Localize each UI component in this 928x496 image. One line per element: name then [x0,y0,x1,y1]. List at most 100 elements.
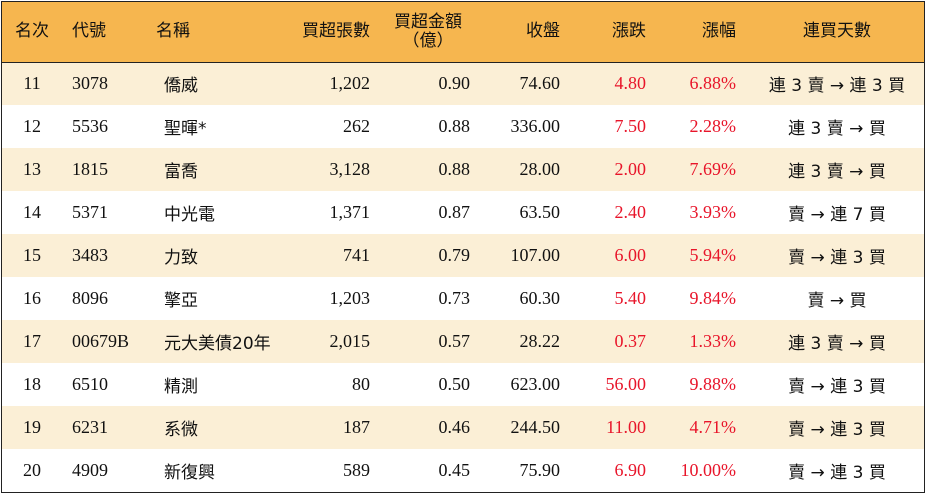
cell-name: 富喬 [164,162,198,182]
cell-amount: 0.46 [438,417,471,437]
cell-name: 擎亞 [164,291,198,311]
table-row: 18 6510 精測 80 0.50 623.00 56.00 9.88% 賣 → 連 3 買 [2,363,924,406]
cell-change: 6.00 [614,245,647,265]
header-amount: 買超金額 （億） [378,2,478,63]
cell-pct: 7.69% [689,159,737,179]
cell-amount: 0.90 [438,73,471,94]
cell-code: 3078 [72,73,108,94]
cell-close: 107.00 [510,245,561,265]
cell-code: 5371 [72,202,108,222]
cell-streak: 賣 → 連 3 買 [788,248,886,268]
table-row: 17 00679B 元大美債20年 2,015 0.57 28.22 0.37 1.33% 連 … [2,320,924,363]
cell-amount: 0.79 [438,245,471,265]
header-row: 名次 代號 名稱 買超張數 買超金額 （億） 收盤 漲跌 漲幅 連買天數 [2,2,924,63]
cell-streak: 賣 → 連 3 買 [788,463,886,483]
cell-code: 6510 [72,374,108,394]
cell-pct: 1.33% [689,331,737,351]
cell-pct: 2.28% [689,116,737,136]
cell-code: 5536 [72,116,108,136]
cell-amount: 0.50 [438,374,471,394]
cell-name: 精測 [164,377,198,397]
cell-lots: 589 [343,460,370,480]
cell-streak: 賣 → 連 7 買 [788,205,886,225]
cell-code: 3483 [72,245,108,265]
cell-rank: 19 [23,417,41,437]
cell-amount: 0.87 [438,202,471,222]
cell-streak: 連 3 賣 → 連 3 買 [768,76,906,97]
cell-close: 75.90 [519,460,561,480]
header-change: 漲跌 [568,2,658,63]
cell-rank: 15 [23,245,41,265]
header-name: 名稱 [144,2,270,63]
table-row: 15 3483 力致 741 0.79 107.00 6.00 5.94% 賣 → 連 3 買 [2,234,924,277]
cell-pct: 9.88% [689,374,737,394]
header-pct: 漲幅 [658,2,748,63]
cell-pct: 9.84% [689,288,737,308]
cell-code: 4909 [72,460,108,480]
cell-lots: 262 [343,116,370,136]
cell-streak: 連 3 賣 → 買 [788,334,886,354]
cell-streak: 賣 → 連 3 買 [788,420,886,440]
table-row: 16 8096 擎亞 1,203 0.73 60.30 5.40 9.84% 賣 → 買 [2,277,924,320]
cell-lots: 1,202 [329,73,371,94]
cell-lots: 2,015 [329,331,371,351]
cell-code: 8096 [72,288,108,308]
cell-rank: 13 [23,159,41,179]
cell-lots: 1,371 [329,202,371,222]
cell-name: 系微 [164,420,198,440]
cell-change: 2.00 [614,159,647,179]
cell-amount: 0.45 [438,460,471,480]
cell-lots: 3,128 [329,159,371,179]
cell-change: 11.00 [606,417,646,437]
cell-change: 5.40 [614,288,647,308]
header-lots: 買超張數 [270,2,378,63]
cell-name: 新復興 [164,463,215,483]
header-rank: 名次 [2,2,62,63]
table-row: 20 4909 新復興 589 0.45 75.90 6.90 10.00% 賣 → 連 3 買 [2,449,924,492]
cell-close: 74.60 [519,73,561,94]
table-row: 14 5371 中光電 1,371 0.87 63.50 2.40 3.93% 賣 → 連 7 … [2,191,924,234]
cell-close: 28.00 [519,159,561,179]
cell-streak: 連 3 賣 → 買 [788,119,886,139]
cell-pct: 10.00% [680,460,737,480]
cell-close: 28.22 [519,331,561,351]
cell-rank: 12 [23,116,41,136]
cell-close: 336.00 [510,116,561,136]
cell-rank: 20 [23,460,41,480]
header-close: 收盤 [478,2,568,63]
cell-name: 元大美債20年 [164,334,271,354]
cell-rank: 14 [23,202,41,222]
cell-name: 聖暉* [164,119,207,139]
cell-pct: 5.94% [689,245,737,265]
cell-lots: 80 [352,374,370,394]
cell-close: 63.50 [519,202,561,222]
table-row: 11 3078 僑威 1,202 0.90 74.60 4.80 6.88% 連 3 賣 → 連… [2,62,924,105]
header-amount-line1: 買超金額 [394,11,462,32]
header-amount-line2: （億） [402,30,454,51]
cell-lots: 741 [343,245,370,265]
cell-rank: 11 [23,73,41,94]
cell-lots: 1,203 [329,288,371,308]
cell-lots: 187 [343,417,370,437]
cell-name: 僑威 [164,76,198,97]
cell-rank: 18 [23,374,41,394]
cell-change: 0.37 [614,331,647,351]
cell-amount: 0.73 [438,288,471,308]
cell-streak: 連 3 賣 → 買 [788,162,886,182]
cell-change: 6.90 [614,460,647,480]
cell-code: 6231 [72,417,108,437]
table-row: 13 1815 富喬 3,128 0.88 28.00 2.00 7.69% 連 3 賣 → 買 [2,148,924,191]
cell-amount: 0.88 [438,159,471,179]
table-body: 11 3078 僑威 1,202 0.90 74.60 4.80 6.88% 連 3 賣 → 連… [2,62,924,492]
cell-code: 00679B [72,331,130,351]
cell-change: 4.80 [614,73,647,94]
cell-name: 中光電 [164,205,215,225]
table-row: 12 5536 聖暉* 262 0.88 336.00 7.50 2.28% 連 3 賣 → 買 [2,105,924,148]
cell-pct: 4.71% [689,417,737,437]
cell-name: 力致 [164,248,198,268]
cell-close: 244.50 [510,417,561,437]
cell-change: 56.00 [605,374,647,394]
cell-code: 1815 [72,159,108,179]
